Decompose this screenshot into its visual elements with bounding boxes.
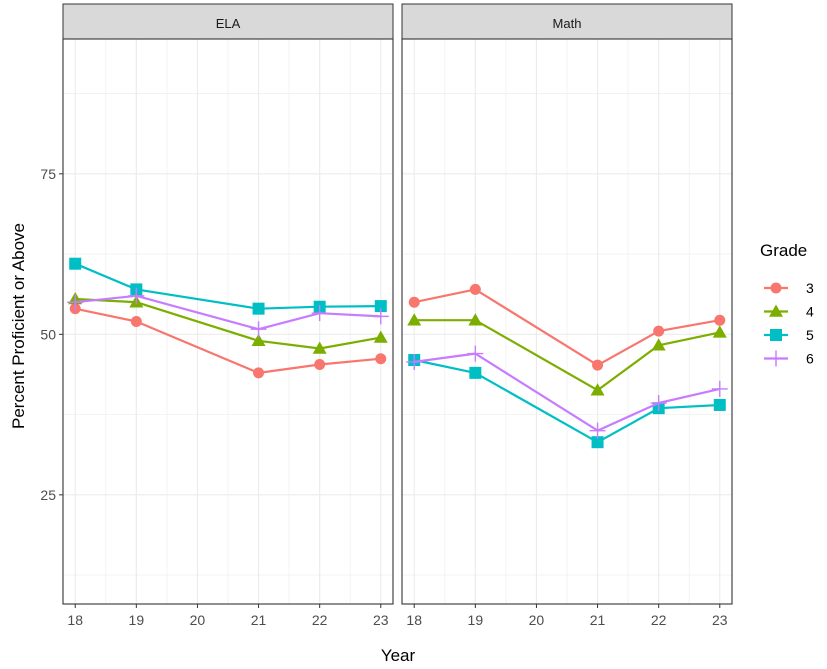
legend-label: 5 (806, 327, 814, 343)
data-point-grade-6 (67, 294, 84, 311)
facet-strip-label: ELA (216, 16, 241, 31)
x-tick-label: 21 (590, 612, 606, 628)
data-point-grade-6 (372, 308, 389, 325)
legend-key-marker (768, 350, 784, 367)
facet-panels: ELA 18 19 20 21 22 23 25 50 75 Math 18 19 20 21 22 23 (40, 3, 733, 628)
x-tick-label: 18 (67, 612, 83, 628)
data-point-grade-5 (69, 257, 82, 270)
y-tick-label: 50 (40, 326, 56, 342)
panel-border (401, 38, 733, 605)
x-tick-label: 19 (129, 612, 145, 628)
x-tick-label: 18 (406, 612, 422, 628)
x-axis-title: Year (381, 646, 416, 665)
panel-border (62, 38, 394, 605)
legend-key-marker (769, 304, 783, 317)
data-point-grade-3 (408, 296, 420, 308)
data-point-grade-6 (589, 422, 606, 439)
legend-key-marker (770, 329, 782, 341)
x-tick-label: 21 (251, 612, 267, 628)
data-point-grade-3 (130, 316, 142, 327)
data-point-grade-3 (253, 367, 265, 379)
data-point-grade-5 (374, 300, 387, 313)
facet-strip-label: Math (553, 16, 582, 31)
x-tick-label: 20 (529, 612, 545, 628)
facet-strip (401, 3, 733, 40)
facet-panel-math: Math 18 19 20 21 22 23 (401, 3, 733, 628)
data-point-grade-3 (469, 283, 481, 295)
data-point-grade-3 (592, 359, 604, 371)
x-tick-label: 19 (468, 612, 484, 628)
x-tick-label: 22 (651, 612, 667, 628)
data-point-grade-5 (591, 436, 604, 449)
legend-item-grade-5: 5 (764, 327, 814, 343)
legend-item-grade-3: 3 (764, 280, 814, 296)
x-tick-label: 23 (373, 612, 389, 628)
y-tick-label: 25 (40, 487, 56, 503)
data-point-grade-4 (312, 341, 327, 354)
data-point-grade-6 (250, 321, 267, 338)
data-point-grade-6 (128, 287, 145, 304)
data-point-grade-3 (653, 325, 665, 337)
legend-title: Grade (760, 241, 807, 260)
facet-panel-ela: ELA 18 19 20 21 22 23 25 50 75 (40, 3, 394, 628)
legend-item-grade-6: 6 (764, 350, 814, 367)
x-tick-label: 20 (190, 612, 206, 628)
data-point-grade-3 (714, 314, 726, 326)
data-point-grade-4 (468, 313, 483, 326)
data-point-grade-6 (650, 395, 667, 412)
legend: Grade 3 4 5 6 (760, 241, 814, 367)
data-point-grade-4 (373, 330, 388, 343)
data-point-grade-4 (407, 313, 422, 326)
data-point-grade-4 (590, 383, 605, 396)
x-tick-label: 23 (712, 612, 728, 628)
data-point-grade-3 (375, 353, 387, 365)
legend-label: 3 (806, 280, 814, 296)
x-tick-label: 22 (312, 612, 328, 628)
facet-strip (62, 3, 394, 40)
data-point-grade-3 (314, 359, 326, 371)
data-point-grade-6 (711, 380, 728, 397)
data-point-grade-4 (712, 325, 727, 338)
legend-label: 4 (806, 304, 814, 320)
y-axis-title: Percent Proficient or Above (9, 223, 28, 429)
data-point-grade-5 (469, 366, 482, 379)
data-point-grade-5 (713, 398, 726, 411)
data-point-grade-6 (406, 353, 423, 370)
legend-key-marker (770, 282, 782, 294)
legend-label: 6 (806, 351, 814, 367)
data-point-grade-4 (651, 338, 666, 351)
data-point-grade-6 (467, 345, 484, 362)
data-point-grade-6 (311, 305, 328, 322)
data-point-grade-4 (251, 333, 266, 347)
y-tick-label: 75 (40, 166, 56, 182)
data-point-grade-5 (252, 302, 265, 315)
legend-item-grade-4: 4 (764, 304, 814, 320)
